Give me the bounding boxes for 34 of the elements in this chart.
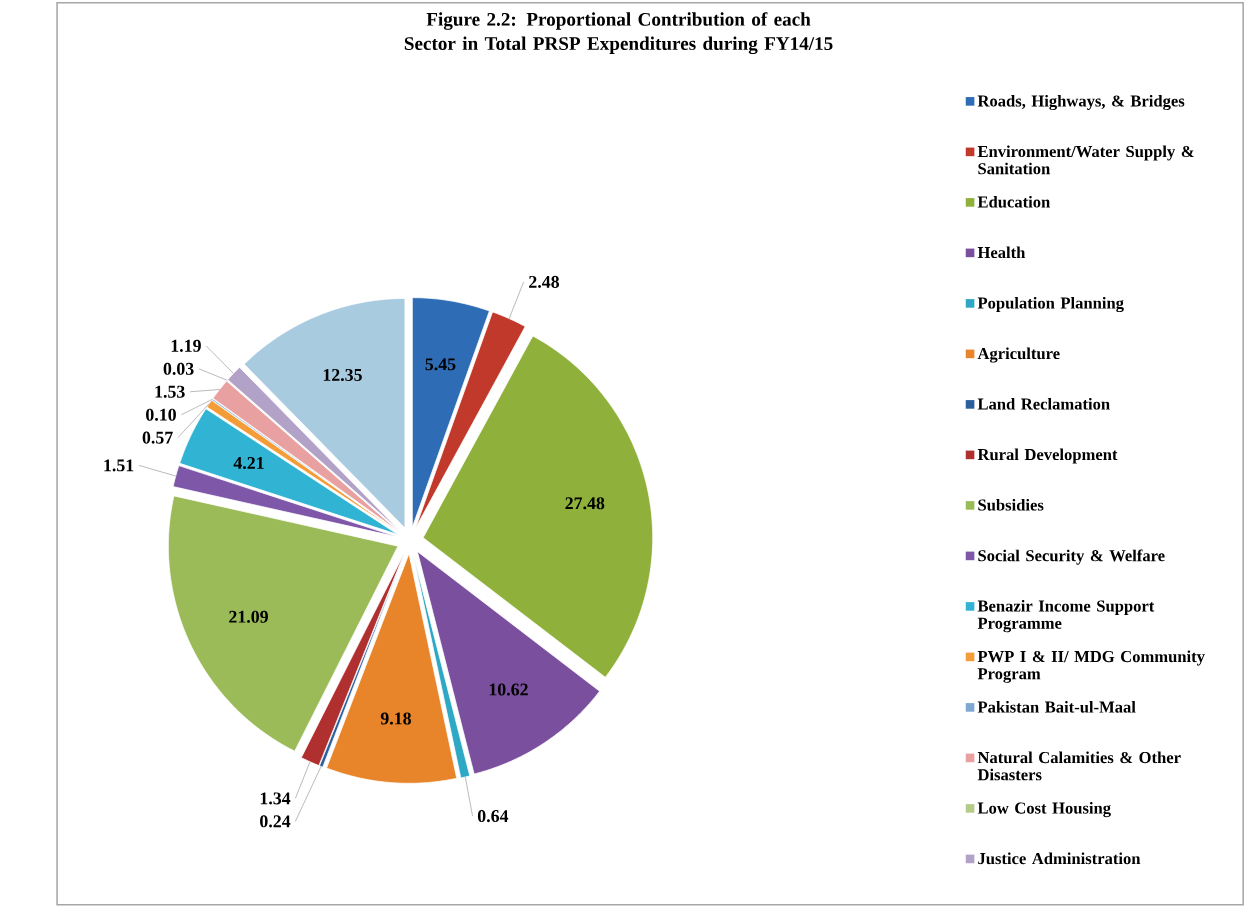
data-label: 5.45 [425,358,456,371]
legend-label: Social Security & Welfare [978,549,1165,565]
data-label: 4.21 [233,457,264,470]
data-label: 1.19 [171,339,201,353]
legend-label: Subsidies [978,499,1044,511]
data-label: 0.64 [477,810,509,823]
data-label: 0.03 [163,362,194,376]
legend-label: Land Reclamation [977,398,1110,410]
legend-label: Pakistan Bait-ul-Maal [977,701,1136,713]
data-label: 0.10 [146,408,176,421]
data-label: 1.34 [260,792,291,805]
data-label: 21.09 [229,610,268,624]
data-label: 12.35 [323,369,362,382]
chart-title: Figure 2.2: Proportional Contribution of each Sector in Total PRSP Expenditures during FY14/15 [404,12,833,55]
data-label: 0.24 [260,815,291,828]
data-label: 0.57 [142,431,173,444]
data-label: 2.48 [529,275,560,289]
legend-label: Justice Administration [978,852,1141,865]
legend-label: Education [977,196,1051,208]
data-label: 9.18 [380,712,411,725]
legend-label: Environment/Water Supply & Sanitation [977,145,1194,175]
data-label: 10.62 [489,683,528,696]
legend-label: Agriculture [977,347,1060,363]
data-label: 1.51 [104,459,134,472]
legend-label: PWP I & II/ MDG Community Program [977,650,1205,683]
legend-label: Benazir Income Support Programme [977,600,1155,633]
data-label: 27.48 [565,497,605,510]
legend-label: Low Cost Housing [977,802,1111,818]
data-label: 1.53 [155,385,185,398]
legend-label: Health [977,246,1026,259]
legend-label: Roads, Highways, & Bridges [977,95,1185,111]
legend-label: Population Planning [977,297,1124,313]
legend-label: Rural Development [977,448,1118,464]
legend-label: Natural Calamities & Other Disasters [977,751,1181,781]
